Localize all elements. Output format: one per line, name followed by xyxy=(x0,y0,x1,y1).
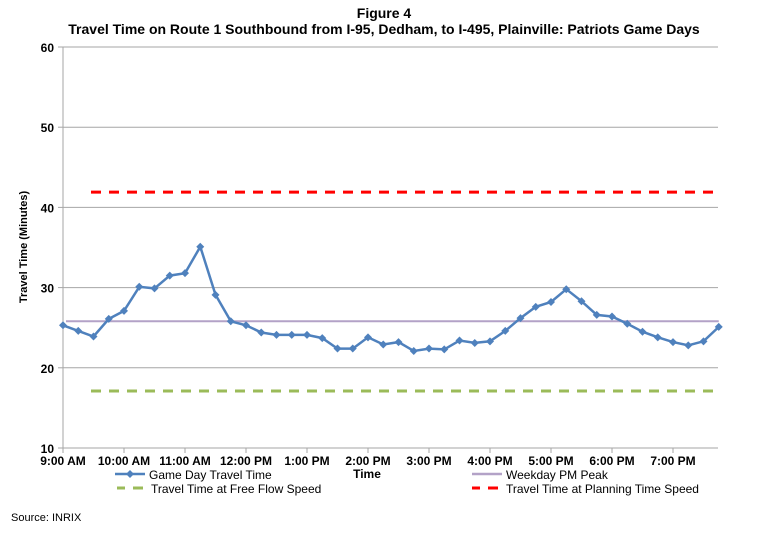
legend-item: Game Day Travel Time xyxy=(115,468,272,482)
data-point xyxy=(211,290,220,299)
data-point xyxy=(364,333,372,342)
svg-text:Game Day Travel Time: Game Day Travel Time xyxy=(149,468,272,482)
data-point xyxy=(486,337,494,346)
data-point xyxy=(333,344,342,353)
data-point xyxy=(120,306,128,315)
data-point xyxy=(318,334,327,343)
svg-text:Weekday PM Peak: Weekday PM Peak xyxy=(506,468,609,482)
data-point xyxy=(181,269,189,278)
data-point xyxy=(287,330,296,339)
data-point xyxy=(531,302,540,311)
data-point xyxy=(394,338,403,347)
data-point xyxy=(425,344,433,353)
data-point xyxy=(196,242,205,251)
y-tick-label: 20 xyxy=(41,362,55,376)
x-tick-label: 3:00 PM xyxy=(406,454,451,468)
gridlines xyxy=(63,46,718,369)
y-tick-label: 30 xyxy=(41,282,55,296)
data-point xyxy=(440,345,449,354)
data-point xyxy=(623,319,632,328)
data-point xyxy=(165,271,174,280)
reference-lines xyxy=(66,190,719,393)
data-point xyxy=(242,321,250,330)
y-axis-label: Travel Time (Minutes) xyxy=(18,191,30,304)
data-point xyxy=(455,336,464,345)
data-point xyxy=(150,284,159,293)
x-tick-label: 12:00 PM xyxy=(220,454,272,468)
x-tick-label: 10:00 AM xyxy=(98,454,150,468)
legend: Game Day Travel Time Weekday PM PeakTrave… xyxy=(115,468,699,496)
data-point xyxy=(226,317,235,326)
x-tick-label: 5:00 PM xyxy=(528,454,573,468)
x-tick-label: 6:00 PM xyxy=(589,454,634,468)
data-point xyxy=(470,338,479,347)
data-point xyxy=(104,314,113,323)
legend-item: Weekday PM Peak xyxy=(472,468,609,482)
y-tick-label: 40 xyxy=(41,201,55,215)
data-point xyxy=(303,330,311,339)
data-point xyxy=(562,285,571,294)
legend-item: Travel Time at Planning Time Speed xyxy=(472,482,699,496)
data-point xyxy=(653,333,662,342)
x-axis-label: Time xyxy=(353,467,381,481)
data-point xyxy=(699,337,708,346)
legend-item: Travel Time at Free Flow Speed xyxy=(117,482,321,496)
data-point xyxy=(592,310,601,319)
data-point xyxy=(59,321,67,330)
data-point xyxy=(89,332,98,341)
data-point xyxy=(74,326,83,335)
data-point xyxy=(714,322,723,331)
svg-text:Travel Time at Free Flow Speed: Travel Time at Free Flow Speed xyxy=(151,482,321,496)
figure-label: Figure 4 xyxy=(356,5,412,21)
svg-text:Travel Time at Planning Time S: Travel Time at Planning Time Speed xyxy=(506,482,699,496)
data-point xyxy=(638,327,647,336)
x-tick-label: 7:00 PM xyxy=(650,454,695,468)
data-point xyxy=(577,297,586,306)
data-point xyxy=(501,326,510,335)
data-point xyxy=(348,344,357,353)
y-tick-label: 10 xyxy=(41,442,55,456)
data-point xyxy=(257,328,266,337)
y-tick-label: 50 xyxy=(41,121,55,135)
source-note: Source: INRIX xyxy=(11,512,82,524)
x-tick-label: 4:00 PM xyxy=(467,454,512,468)
data-point xyxy=(516,314,525,323)
axes xyxy=(58,46,718,453)
data-point xyxy=(547,298,555,307)
chart-title: Travel Time on Route 1 Southbound from I… xyxy=(68,21,700,37)
data-point xyxy=(409,346,418,355)
x-tick-label: 1:00 PM xyxy=(284,454,329,468)
data-point xyxy=(135,282,144,291)
x-tick-label: 11:00 AM xyxy=(159,454,211,468)
data-point xyxy=(379,340,388,349)
game-day-series xyxy=(59,242,723,355)
data-point xyxy=(684,341,693,350)
y-tick-label: 60 xyxy=(41,41,55,55)
x-tick-label: 2:00 PM xyxy=(345,454,390,468)
data-point xyxy=(669,338,677,347)
data-point xyxy=(272,330,281,339)
data-point xyxy=(608,312,616,321)
x-tick-label: 9:00 AM xyxy=(40,454,86,468)
tick-labels: 10 20 30 40 50 60 9:00 AM 10:00 AM 11:00 AM 12:00… xyxy=(40,41,695,468)
